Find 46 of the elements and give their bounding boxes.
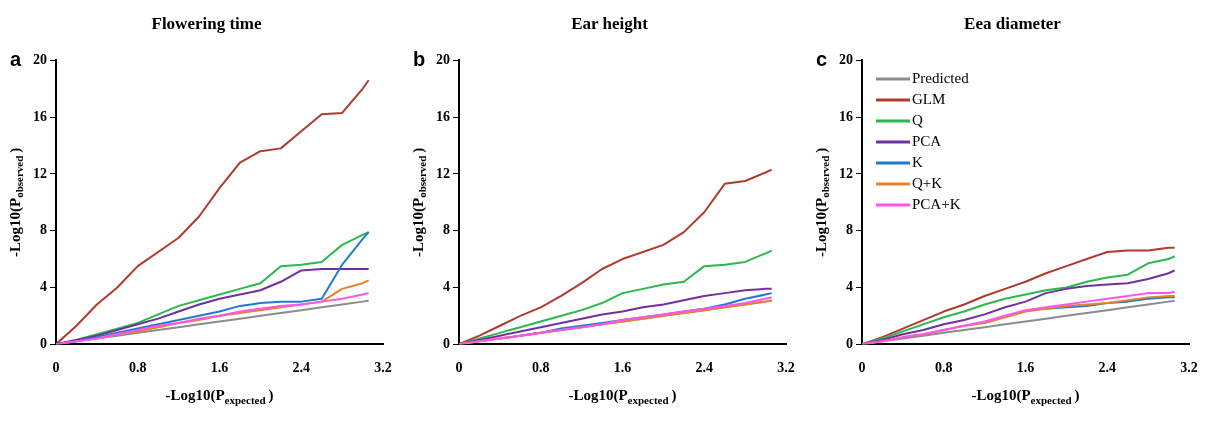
- chart-title: Eea diameter: [964, 13, 1062, 33]
- y-tick-label: 16: [839, 108, 853, 124]
- y-tick-label: 4: [846, 279, 853, 295]
- x-tick-label: 0: [858, 360, 866, 376]
- legend-label: Q+K: [912, 174, 943, 191]
- x-tick-label: 1.6: [613, 360, 632, 376]
- legend-label: GLM: [912, 90, 946, 107]
- y-tick-label: 0: [443, 335, 450, 351]
- y-tick-label: 16: [33, 108, 47, 124]
- chart-title: Flowering time: [151, 13, 262, 33]
- text: b: [413, 47, 426, 70]
- y-tick-label: 12: [436, 165, 450, 181]
- x-tick-label: 1.6: [210, 360, 229, 376]
- y-tick-label: 8: [40, 222, 47, 238]
- x-tick-label: 2.4: [1098, 360, 1116, 376]
- legend-label: Q: [912, 111, 923, 128]
- x-tick-label: 0: [52, 360, 60, 376]
- x-tick-label: 2.4: [292, 360, 310, 376]
- chart-title: Ear height: [571, 13, 649, 33]
- y-tick-label: 20: [436, 52, 450, 68]
- x-tick-label: 0.8: [532, 360, 550, 376]
- y-tick-label: 0: [40, 335, 47, 351]
- legend-label: PCA+K: [912, 195, 961, 212]
- y-tick-label: 20: [839, 52, 853, 68]
- text: a: [10, 47, 22, 70]
- y-tick-label: 12: [839, 165, 853, 181]
- y-tick-label: 4: [443, 279, 450, 295]
- x-tick-label: 0.8: [129, 360, 147, 376]
- y-tick-label: 16: [436, 108, 450, 124]
- y-tick-label: 4: [40, 279, 47, 295]
- x-tick-label: 0.8: [935, 360, 953, 376]
- x-tick-label: 2.4: [695, 360, 713, 376]
- x-tick-label: 3.2: [374, 360, 392, 376]
- legend-label: Predicted: [912, 69, 970, 86]
- x-tick-label: 0: [455, 360, 463, 376]
- x-tick-label: 3.2: [777, 360, 795, 376]
- y-tick-label: 12: [33, 165, 47, 181]
- y-tick-label: 8: [443, 222, 450, 238]
- x-tick-label: 3.2: [1180, 360, 1198, 376]
- legend-label: PCA: [912, 132, 942, 149]
- text: c: [816, 47, 828, 70]
- y-tick-label: 20: [33, 52, 47, 68]
- y-tick-label: 0: [846, 335, 853, 351]
- legend-label: K: [912, 153, 923, 170]
- y-tick-label: 8: [846, 222, 853, 238]
- x-tick-label: 1.6: [1016, 360, 1035, 376]
